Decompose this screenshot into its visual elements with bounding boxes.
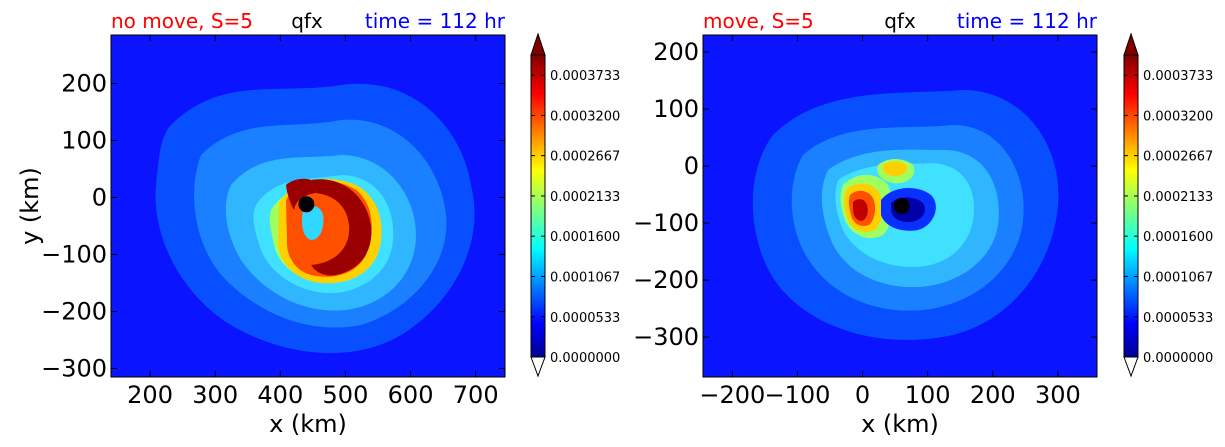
panel1-xlabel: x (km) (269, 410, 347, 438)
y-tick-label: 200 (61, 69, 107, 97)
panel1-colorbar-bar (530, 54, 546, 358)
panel1-title-center: qfx (291, 9, 323, 33)
panel2-colorbar-bar (1123, 54, 1139, 358)
y-tick-label: −200 (633, 266, 699, 294)
x-tick-label: 200 (970, 381, 1016, 409)
panel1-y-ticks: 200 100 0 −100 −200 −300 (41, 69, 505, 382)
x-tick-label: 500 (323, 381, 369, 409)
colorbar-tick-label: 0.0002133 (1143, 190, 1213, 205)
panel1-colorbar: 0.0003733 0.0003200 0.0002667 0.0002133 0.00… (530, 32, 620, 378)
colorbar-tick-label: 0.0000533 (1143, 311, 1213, 326)
panel2-y-ticks: 200 100 0 −100 −200 −300 (633, 38, 1097, 351)
panel-move: move, S=5 qfx time = 112 hr −200 −100 (633, 9, 1213, 438)
panel2-title-right: time = 112 hr (957, 9, 1098, 33)
panel1-x-ticks: 200 300 400 500 600 700 (127, 35, 499, 409)
panel2-plot-area (703, 35, 1097, 377)
x-tick-label: 0 (855, 381, 870, 409)
y-tick-label: −200 (41, 297, 107, 325)
panel2-colorbar-max-extend (1123, 32, 1139, 56)
panel1-colorbar-max-extend (530, 32, 546, 56)
colorbar-tick-label: 0.0003200 (550, 109, 620, 124)
y-tick-label: 0 (684, 152, 699, 180)
panel2-center-marker (893, 198, 910, 214)
x-tick-label: 600 (388, 381, 434, 409)
colorbar-tick-label: 0.0000000 (550, 351, 620, 366)
panel2-x-ticks: −200 −100 0 100 200 300 (699, 35, 1081, 409)
colorbar-tick-label: 0.0003200 (1143, 109, 1213, 124)
colorbar-tick-label: 0.0002667 (1143, 150, 1213, 165)
panel2-plot-frame (702, 34, 1098, 378)
colorbar-tick-label: 0.0000533 (550, 311, 620, 326)
y-tick-label: −300 (633, 323, 699, 351)
colorbar-tick-label: 0.0001067 (1143, 270, 1213, 285)
y-tick-label: −100 (41, 240, 107, 268)
panel2-xlabel: x (km) (861, 410, 939, 438)
colorbar-tick-label: 0.0001067 (550, 270, 620, 285)
panel1-plot-area (111, 35, 505, 377)
x-tick-label: 200 (127, 381, 173, 409)
panel1-colorbar-ticks: 0.0003733 0.0003200 0.0002667 0.0002133 0.00… (531, 69, 620, 366)
y-tick-label: 200 (653, 38, 699, 66)
y-tick-label: 0 (92, 183, 107, 211)
x-tick-label: 300 (1035, 381, 1081, 409)
panel-no-move: no move, S=5 qfx time = 112 hr 200 300 400… (16, 9, 620, 438)
panel2-title-left: move, S=5 (703, 9, 814, 33)
panel2-contours (752, 90, 1059, 340)
x-tick-label: 100 (905, 381, 951, 409)
colorbar-tick-label: 0.0001600 (550, 230, 620, 245)
panel1-title-right: time = 112 hr (365, 9, 506, 33)
colorbar-tick-label: 0.0001600 (1143, 230, 1213, 245)
colorbar-tick-label: 0.0002133 (550, 190, 620, 205)
y-tick-label: −100 (633, 209, 699, 237)
y-tick-label: −300 (41, 354, 107, 382)
colorbar-tick-label: 0.0002667 (550, 150, 620, 165)
panel2-colorbar: 0.0003733 0.0003200 0.0002667 0.0002133 0.00… (1123, 32, 1213, 378)
colorbar-tick-label: 0.0000000 (1143, 351, 1213, 366)
x-tick-label: 300 (192, 381, 238, 409)
x-tick-label: 700 (453, 381, 499, 409)
colorbar-tick-label: 0.0003733 (550, 69, 620, 84)
panel1-colorbar-min-extend (530, 356, 546, 378)
colorbar-tick-label: 0.0003733 (1143, 69, 1213, 84)
panel2-title-center: qfx (884, 9, 916, 33)
panel2-colorbar-ticks: 0.0003733 0.0003200 0.0002667 0.0002133 0.00… (1124, 69, 1213, 366)
y-tick-label: 100 (61, 126, 107, 154)
y-tick-label: 100 (653, 95, 699, 123)
x-tick-label: −200 (699, 381, 765, 409)
x-tick-label: 400 (257, 381, 303, 409)
panel1-center-marker (298, 196, 315, 213)
panel2-colorbar-min-extend (1123, 356, 1139, 378)
x-tick-label: −100 (764, 381, 830, 409)
panel1-ylabel: y (km) (16, 167, 44, 245)
panel1-title-left: no move, S=5 (111, 9, 253, 33)
panel1-plot-frame (110, 34, 506, 378)
